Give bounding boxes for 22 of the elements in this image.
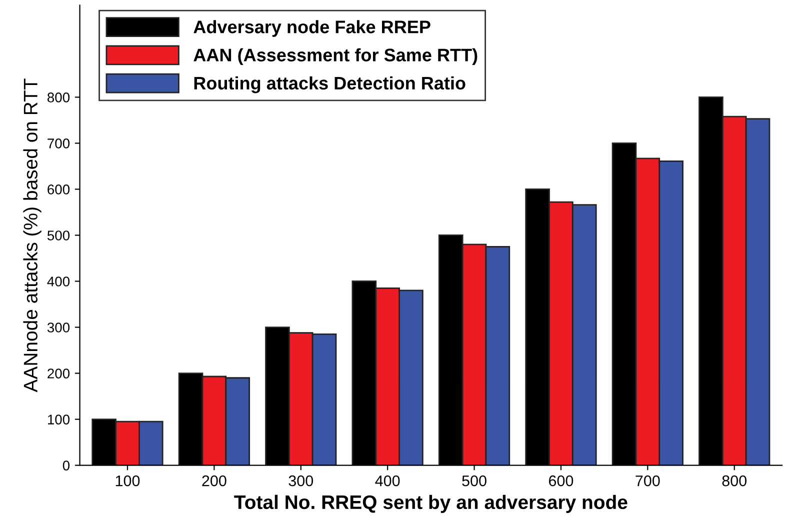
- y-tick-label: 500: [47, 230, 70, 240]
- legend-label: Adversary node Fake RREP: [194, 20, 430, 37]
- x-tick-label: 100: [116, 475, 140, 486]
- x-tick-label: 200: [202, 475, 226, 486]
- y-tick-label: 600: [48, 184, 70, 194]
- x-tick-label: 500: [462, 475, 486, 486]
- y-tick-label: 100: [48, 414, 70, 424]
- y-tick-label: 200: [48, 368, 70, 378]
- x-tick-label: 700: [636, 475, 660, 486]
- x-tick-label: 800: [722, 475, 747, 486]
- legend-label: Routing attacks Detection Ratio: [194, 76, 466, 94]
- legend-label: AAN (Assessment for Same RTT): [194, 48, 478, 66]
- x-tick-label: 300: [288, 475, 314, 486]
- x-tick-label: 400: [375, 475, 400, 486]
- y-tick-label: 800: [48, 92, 70, 102]
- y-tick-label: 700: [48, 138, 70, 148]
- y-tick-label: 300: [47, 322, 70, 332]
- y-tick-label: 400: [47, 276, 70, 286]
- x-tick-label: 600: [548, 475, 574, 486]
- y-axis-title: AANnode attacks (%) based on RTT: [23, 78, 42, 392]
- x-axis-title: Total No. RREQ sent by an adversary node: [234, 494, 628, 513]
- y-tick-label: 0: [62, 460, 70, 470]
